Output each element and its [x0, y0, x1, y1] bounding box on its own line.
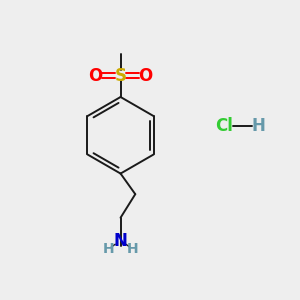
Text: H: H	[251, 117, 265, 135]
Text: Cl: Cl	[215, 117, 232, 135]
Text: O: O	[88, 67, 103, 85]
Text: H: H	[103, 242, 115, 256]
Text: H: H	[127, 242, 138, 256]
Text: O: O	[139, 67, 153, 85]
Text: S: S	[115, 67, 127, 85]
Text: N: N	[114, 232, 128, 250]
